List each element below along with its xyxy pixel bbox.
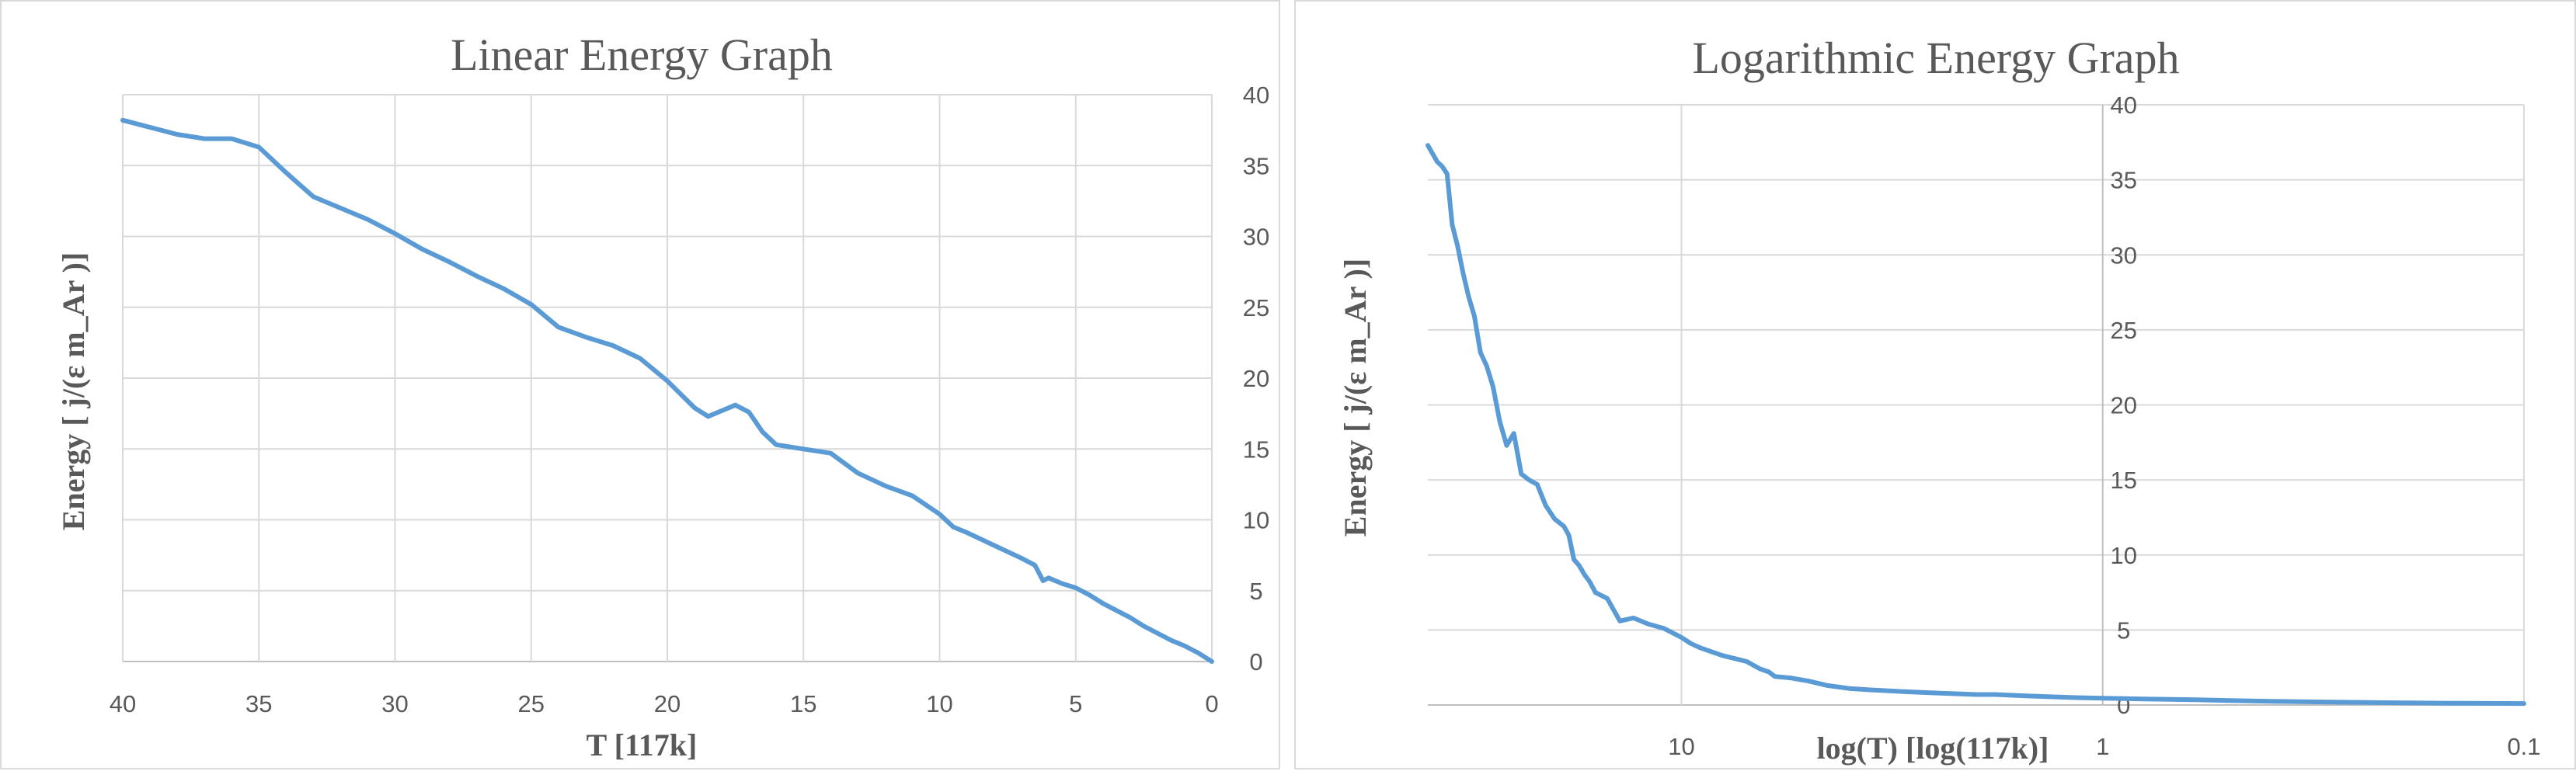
linear-x-axis-label: T [117k] (587, 728, 698, 762)
log-y-tick-label: 20 (2110, 392, 2136, 419)
linear-energy-series-line (120, 117, 1214, 664)
log-y-tick-label: 25 (2110, 317, 2136, 344)
log-x-tick-label: 1 (2096, 733, 2109, 760)
log-y-tick-label: 35 (2110, 167, 2136, 194)
linear-chart-title: Linear Energy Graph (451, 30, 833, 80)
linear-x-tick-label: 15 (790, 690, 816, 717)
log-y-tick-label: 5 (2117, 616, 2130, 644)
linear-y-tick-label: 30 (1243, 224, 1269, 251)
log-y-tick-label: 15 (2110, 467, 2136, 494)
linear-x-tick-label: 20 (654, 690, 681, 717)
log-energy-series-line (1426, 143, 2526, 707)
log-y-tick-label: 10 (2110, 542, 2136, 569)
linear-x-tick-label: 0 (1205, 690, 1218, 717)
linear-x-tick-label: 25 (518, 690, 545, 717)
log-y-tick-label: 0 (2117, 692, 2130, 719)
log-y-axis-label: Energy [ j/(ε m_Ar )] (1338, 259, 1373, 537)
linear-x-tick-label: 40 (110, 690, 136, 717)
linear-tick-labels: 0 5 10 15 20 25 30 35 40 40 35 30 25 20 15 10 5 0 (110, 82, 1269, 717)
linear-y-tick-label: 25 (1243, 294, 1269, 321)
linear-y-tick-label: 10 (1243, 507, 1269, 534)
log-tick-labels: 0 5 10 15 20 25 30 35 40 10 1 0.1 (1668, 92, 2540, 760)
log-chart-canvas: 0 5 10 15 20 25 30 35 40 10 1 0.1 Logarithmic Energ… (1338, 33, 2541, 766)
linear-chart-canvas: 0 5 10 15 20 25 30 35 40 40 35 30 25 20 15 10 5 0 Linear … (56, 30, 1269, 762)
linear-y-tick-label: 20 (1243, 365, 1269, 392)
linear-y-tick-label: 40 (1243, 82, 1269, 109)
linear-x-tick-label: 35 (245, 690, 272, 717)
linear-y-tick-label: 35 (1243, 152, 1269, 179)
linear-energy-chart: 0 5 10 15 20 25 30 35 40 40 35 30 25 20 15 10 5 0 Linear … (0, 0, 1280, 769)
log-y-tick-label: 40 (2110, 92, 2136, 119)
log-y-tick-label: 30 (2110, 241, 2136, 269)
log-grid (1428, 104, 2525, 706)
log-energy-chart: 0 5 10 15 20 25 30 35 40 10 1 0.1 Logarithmic Energ… (1294, 0, 2576, 769)
linear-x-tick-label: 30 (381, 690, 408, 717)
linear-y-tick-label: 0 (1249, 648, 1262, 675)
log-chart-title: Logarithmic Energy Graph (1692, 33, 2179, 83)
log-x-axis-label: log(T) [log(117k)] (1817, 731, 2049, 766)
log-x-tick-label: 10 (1668, 733, 1694, 760)
log-x-tick-label: 0.1 (2507, 733, 2540, 760)
linear-y-axis-label: Energy [ j/(ε m_Ar )] (56, 252, 91, 530)
linear-y-tick-label: 5 (1249, 578, 1262, 605)
linear-x-tick-label: 10 (926, 690, 952, 717)
linear-x-tick-label: 5 (1069, 690, 1082, 717)
linear-y-tick-label: 15 (1243, 436, 1269, 463)
